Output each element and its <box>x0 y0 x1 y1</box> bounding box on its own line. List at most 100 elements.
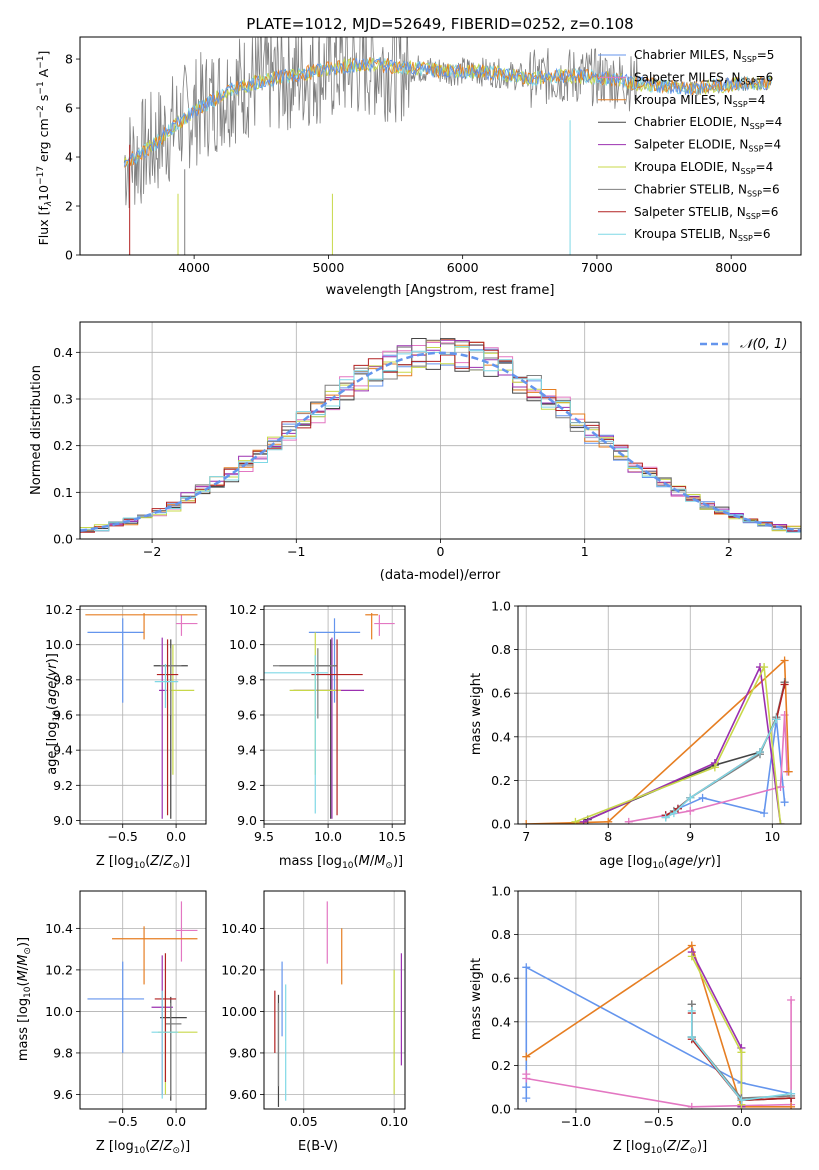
y-tick-label: 6 <box>65 101 73 116</box>
y-tick-label: 9.80 <box>229 1045 257 1060</box>
normal-legend-label: 𝒩(0, 1) <box>740 337 787 352</box>
x-tick-label: 0 <box>437 544 445 559</box>
weight-marker <box>737 1048 746 1057</box>
weight-marker <box>522 1074 531 1083</box>
legend-label: Chabrier ELODIE, NSSP=4 <box>634 115 782 131</box>
y-tick-label: 0.8 <box>491 642 511 657</box>
x-tick-label: 10.5 <box>378 829 406 844</box>
weight-vs-z-x-label: Z [log10(Z/Z⊙)] <box>613 1139 707 1156</box>
weight-marker <box>669 809 678 818</box>
y-tick-label: 9.4 <box>237 743 257 758</box>
histogram-step-line <box>80 341 801 533</box>
panel-frame <box>79 321 802 540</box>
panel-frame <box>79 605 207 825</box>
panel-frame <box>263 605 406 825</box>
y-tick-label: 0.8 <box>491 927 511 942</box>
y-tick-label: 0.0 <box>53 532 73 547</box>
errorbar-group <box>87 901 198 1101</box>
y-tick-label: 1.0 <box>491 599 511 614</box>
y-tick-label: 10.00 <box>221 1004 257 1019</box>
y-tick-label: 0.3 <box>53 392 73 407</box>
weight-marker <box>780 798 789 807</box>
weight-line <box>575 664 782 824</box>
weight-marker <box>760 663 769 672</box>
x-tick-label: −0.5 <box>108 829 138 844</box>
x-tick-label: 1 <box>581 544 589 559</box>
x-tick-label: −0.5 <box>643 1114 673 1129</box>
legend-label: Chabrier MILES, NSSP=5 <box>634 48 774 64</box>
x-tick-label: 7000 <box>581 260 613 275</box>
weight-marker <box>686 806 695 815</box>
y-tick-label: 10.4 <box>45 921 73 936</box>
y-tick-label: 0.2 <box>491 773 511 788</box>
y-tick-label: 9.4 <box>53 743 73 758</box>
weight-marker <box>687 952 696 961</box>
legend-label: Chabrier STELIB, NSSP=6 <box>634 182 780 198</box>
y-tick-label: 10.2 <box>229 602 257 617</box>
y-tick-label: 9.6 <box>53 708 73 723</box>
x-tick-label: 6000 <box>447 260 479 275</box>
weight-marker <box>776 782 785 791</box>
y-tick-label: 10.2 <box>45 602 73 617</box>
y-tick-label: 9.2 <box>53 778 73 793</box>
weight-marker <box>698 793 707 802</box>
panel-frame <box>517 605 802 825</box>
y-tick-label: 9.6 <box>237 708 257 723</box>
model-spectrum-line <box>123 57 772 167</box>
y-tick-label: 0.1 <box>53 485 73 500</box>
weight-marker <box>687 1033 696 1042</box>
weight-line <box>628 714 788 823</box>
residual-legend: 𝒩(0, 1) <box>700 337 787 352</box>
y-tick-label: 0 <box>65 248 73 263</box>
spectrum-panel: 4000 5000 6000 7000 8000 0 2 4 6 8 <box>65 36 802 275</box>
weight-marker <box>737 1096 746 1105</box>
weight-marker <box>687 1102 696 1109</box>
errorbar-group <box>274 901 402 1107</box>
weight-marker <box>522 1083 531 1092</box>
weight-marker <box>787 1089 796 1098</box>
panel-frame <box>79 36 802 256</box>
y-tick-label: 10.0 <box>45 1004 73 1019</box>
y-tick-label: 0.4 <box>53 345 73 360</box>
y-tick-label: 9.0 <box>53 813 73 828</box>
y-tick-label: 0.2 <box>491 1058 511 1073</box>
weight-marker <box>522 1052 531 1061</box>
mass-vs-metallicity-panel: −0.5 0.0 9.6 9.8 10.0 10.2 10.4 <box>45 890 207 1129</box>
age-vs-z-y-label: age [log10(age/yr)] <box>45 653 62 775</box>
y-tick-label: 10.20 <box>221 962 257 977</box>
model-spectrum-line <box>123 56 772 167</box>
weight-marker <box>772 715 781 724</box>
residual-x-label: (data-model)/error <box>380 568 501 583</box>
age-vs-z-x-label: Z [log10(Z/Z⊙)] <box>96 854 190 871</box>
legend-label: Salpeter MILES, NSSP=6 <box>634 70 773 86</box>
residual-histogram-panel: −2 −1 0 1 2 0.0 0.1 0.2 0.3 0.4 <box>53 321 802 559</box>
spectrum-y-label: Flux [fλ10−17 erg cm−2 s−1 A−1] <box>36 51 54 246</box>
y-tick-label: 0.0 <box>491 1102 511 1117</box>
panel-frame <box>79 890 207 1110</box>
panel-frame <box>263 890 406 1110</box>
x-tick-label: 7 <box>522 829 530 844</box>
weight-line <box>525 944 792 1108</box>
weight-marker <box>780 680 789 689</box>
x-tick-label: 8000 <box>715 260 747 275</box>
weight-marker <box>624 817 633 824</box>
x-tick-label: 2 <box>725 544 733 559</box>
histogram-traces <box>80 338 801 533</box>
x-tick-label: 0.0 <box>166 1114 186 1129</box>
y-tick-label: 2 <box>65 199 73 214</box>
figure-title: PLATE=1012, MJD=52649, FIBERID=0252, z=0… <box>246 15 633 33</box>
x-tick-label: 10 <box>764 829 780 844</box>
spectrum-legend: Chabrier MILES, NSSP=5 Salpeter MILES, NS… <box>598 48 782 243</box>
age-vs-metallicity-panel: −0.5 0.0 9.0 9.2 9.4 9.6 9.8 10.0 10.2 <box>45 602 207 844</box>
y-tick-label: 9.2 <box>237 778 257 793</box>
x-tick-label: 0.0 <box>731 1114 751 1129</box>
mass-weight-vs-age-panel: 7 8 9 10 0.0 0.2 0.4 0.6 0.8 1.0 <box>491 599 802 844</box>
y-tick-label: 0.4 <box>491 1014 511 1029</box>
y-tick-label: 4 <box>65 150 73 165</box>
weight-vs-z-y-label: mass weight <box>469 958 484 1040</box>
x-tick-label: 5000 <box>312 260 344 275</box>
x-tick-label: 0.0 <box>166 829 186 844</box>
mass-vs-ebv-x-label: E(B-V) <box>298 1139 338 1154</box>
x-tick-label: 0.10 <box>380 1114 408 1129</box>
